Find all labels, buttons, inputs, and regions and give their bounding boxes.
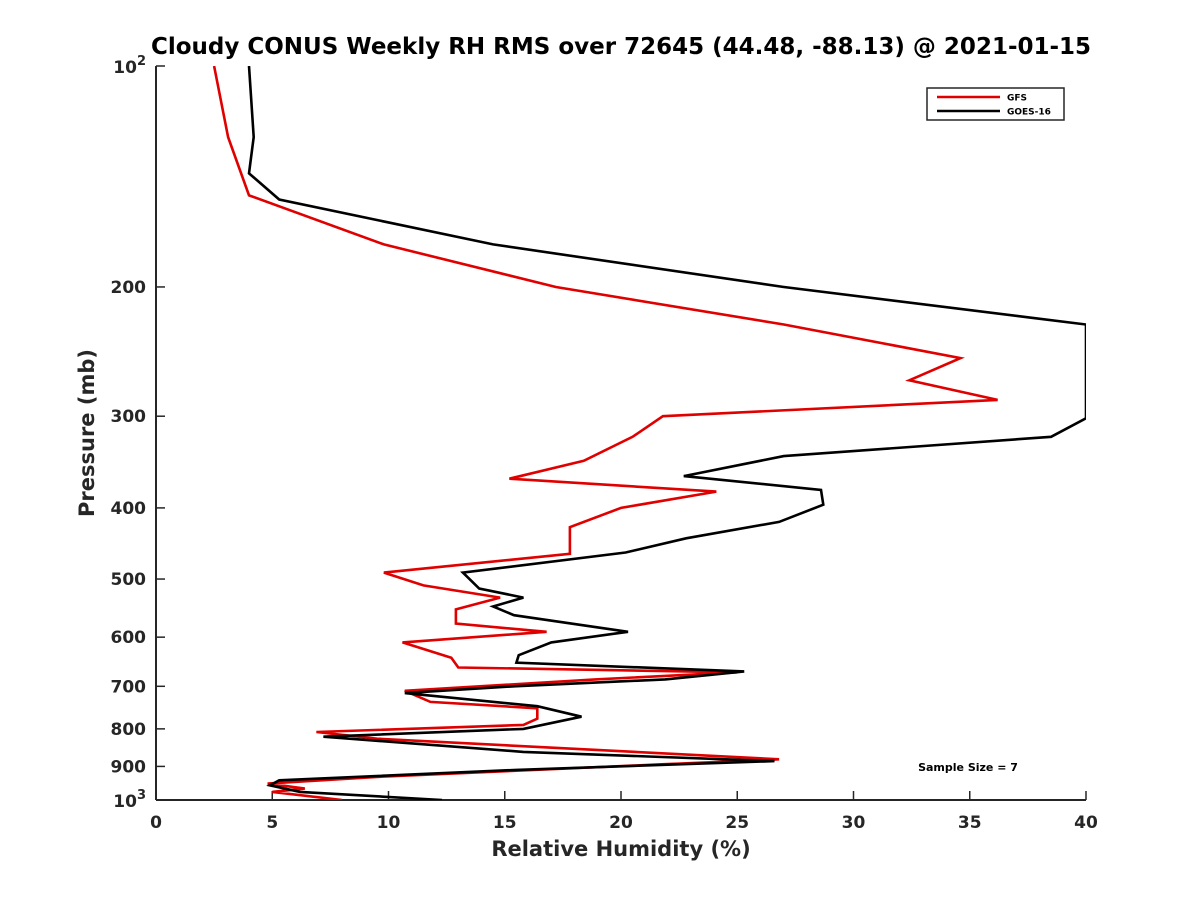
x-tick-label: 35 xyxy=(958,813,982,833)
legend-label: GOES-16 xyxy=(1007,108,1051,118)
x-axis: 0 5 10 15 20 25 30 35 40 xyxy=(150,791,1098,833)
y-tick-label: 102 xyxy=(113,54,146,78)
x-axis-label: Relative Humidity (%) xyxy=(491,837,750,861)
chart-title: Cloudy CONUS Weekly RH RMS over 72645 (4… xyxy=(151,34,1091,60)
x-tick-label: 5 xyxy=(266,813,278,833)
y-tick-label: 800 xyxy=(111,720,147,740)
legend-box xyxy=(926,87,1065,121)
series-lines xyxy=(212,66,1086,800)
x-tick-label: 30 xyxy=(842,813,866,833)
y-tick-label: 700 xyxy=(111,677,147,697)
y-tick-label: 600 xyxy=(111,628,147,648)
legend: GFS GOES-16 xyxy=(926,87,1065,121)
x-tick-label: 20 xyxy=(609,813,633,833)
y-tick-label: 900 xyxy=(111,757,147,777)
x-tick-label: 10 xyxy=(377,813,401,833)
plot-background xyxy=(156,66,1086,800)
y-tick-exponent: 3 xyxy=(137,788,146,803)
x-tick-label: 0 xyxy=(150,813,162,833)
x-tick-label: 40 xyxy=(1074,813,1098,833)
y-tick-base: 10 xyxy=(113,58,137,78)
y-axis-label: Pressure (mb) xyxy=(75,349,99,517)
series-line-goes-16 xyxy=(247,66,1086,800)
y-tick-label: 400 xyxy=(111,499,147,519)
series-line-gfs xyxy=(212,66,998,800)
y-tick-label: 500 xyxy=(111,570,147,590)
plot-area xyxy=(155,66,1086,801)
y-tick-exponent: 2 xyxy=(137,54,146,69)
legend-label: GFS xyxy=(1007,94,1027,104)
y-tick-label: 103 xyxy=(113,788,146,812)
y-tick-base: 10 xyxy=(113,792,137,812)
y-tick-label: 300 xyxy=(111,407,147,427)
y-tick-label: 200 xyxy=(111,278,147,298)
x-tick-label: 25 xyxy=(725,813,749,833)
sample-size-annotation: Sample Size = 7 xyxy=(918,761,1018,774)
x-tick-label: 15 xyxy=(493,813,517,833)
